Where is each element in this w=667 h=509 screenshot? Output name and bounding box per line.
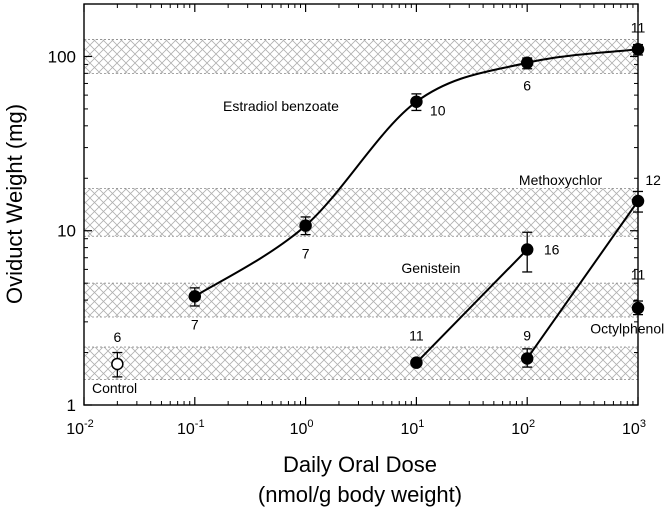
y-tick-label-0: 1	[67, 396, 76, 415]
annotations: 6 Control 7 7 10 6 11 Estradiol benzoate 11 16 Gen…	[92, 19, 664, 396]
series-line-genistein	[415, 248, 528, 364]
n-label-estradiol-benzoate-0: 7	[191, 316, 199, 332]
shaded-band-1	[84, 188, 638, 237]
n-label-methoxychlor-0: 9	[523, 328, 531, 344]
point-estradiol-benzoate-0	[188, 290, 202, 303]
n-label-control-0: 6	[113, 329, 121, 345]
n-label-genistein-0: 11	[409, 328, 424, 344]
point-methoxychlor-1	[631, 194, 645, 208]
x-axis-unit-label: (nmol/g body weight)	[258, 482, 462, 507]
series-line-estradiol-benzoate	[194, 48, 639, 298]
x-axis-label: Daily Oral Dose	[283, 452, 437, 477]
series-label-control: Control	[92, 380, 137, 396]
point-estradiol-benzoate-3	[520, 56, 534, 70]
shaded-band-0	[84, 39, 638, 74]
n-label-estradiol-benzoate-1: 7	[302, 246, 310, 262]
shaded-band-2	[84, 283, 638, 317]
point-genistein-1	[520, 243, 534, 256]
n-label-genistein-1: 16	[544, 242, 560, 258]
y-tick-label-1: 10	[57, 222, 76, 241]
point-genistein-0	[410, 356, 423, 369]
point-estradiol-benzoate-1	[299, 219, 312, 232]
series-label-octylphenol: Octylphenol	[590, 320, 664, 336]
point-methoxychlor-0	[520, 352, 534, 365]
series-line-methoxychlor	[526, 200, 639, 360]
point-estradiol-benzoate-4	[631, 42, 645, 56]
series-label-genistein: Genistein	[401, 260, 460, 276]
n-label-octylphenol-0: 11	[631, 267, 646, 283]
series-lines	[194, 48, 639, 364]
n-label-estradiol-benzoate-4: 11	[631, 19, 646, 35]
x-tick-label-5: 103	[622, 418, 646, 438]
point-octylphenol-0	[631, 301, 645, 315]
series-label-estradiol-benzoate: Estradiol benzoate	[223, 98, 339, 114]
series-label-methoxychlor: Methoxychlor	[519, 172, 603, 188]
x-tick-label-4: 102	[511, 418, 535, 438]
x-tick-label-1: 10-1	[177, 418, 205, 438]
data-points	[111, 42, 645, 378]
n-label-estradiol-benzoate-3: 6	[523, 78, 531, 94]
n-label-methoxychlor-1: 12	[645, 172, 661, 188]
n-label-estradiol-benzoate-2: 10	[430, 102, 446, 118]
point-estradiol-benzoate-2	[410, 95, 423, 108]
x-tick-label-0: 10-2	[66, 418, 94, 438]
shaded-bands	[84, 39, 638, 380]
y-axis-label: Oviduct Weight (mg)	[2, 104, 27, 304]
y-tick-label-2: 100	[48, 47, 76, 66]
x-tick-label-2: 100	[290, 418, 314, 438]
shaded-band-3	[84, 347, 638, 380]
point-control-0	[111, 357, 124, 371]
x-tick-label-3: 101	[400, 418, 424, 438]
